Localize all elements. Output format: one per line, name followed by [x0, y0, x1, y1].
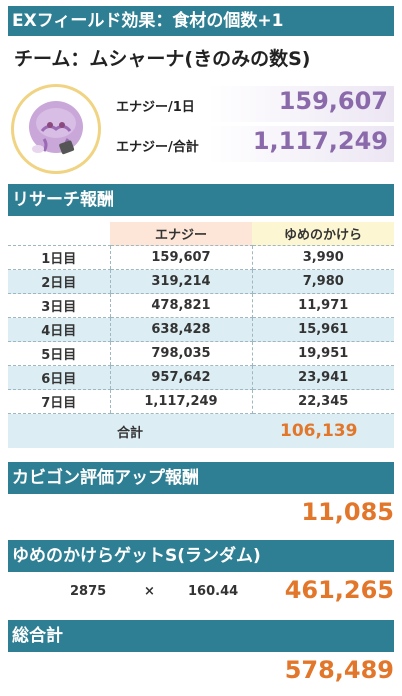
table-total-label: 合計 — [8, 413, 252, 448]
table-row: 7日目 1,117,249 22,345 — [8, 389, 394, 414]
row-dream-shards: 11,971 — [252, 293, 394, 318]
multiply-operator: × — [144, 584, 155, 599]
snorlax-reward-title: カビゴン評価アップ報酬 — [12, 468, 199, 488]
row-energy: 638,428 — [109, 317, 253, 342]
dream-get-count: 2875 — [70, 584, 107, 599]
field-effect-title: EXフィールド効果：食材の個数+1 — [12, 11, 284, 31]
energy-total-row: エナジー/合計 1,117,249 — [108, 126, 394, 162]
row-day: 2日目 — [8, 269, 110, 294]
table-row: 2日目 319,214 7,980 — [8, 269, 394, 294]
table-row: 5日目 798,035 19,951 — [8, 341, 394, 366]
energy-total-value: 1,117,249 — [252, 127, 388, 155]
energy-per-day-row: エナジー/1日 159,607 — [108, 86, 394, 122]
snorlax-reward-header: カビゴン評価アップ報酬 — [8, 462, 394, 494]
research-reward-table: エナジー ゆめのかけら 1日目 159,607 3,990 2日目 319,21… — [8, 222, 394, 448]
row-dream-shards: 15,961 — [252, 317, 394, 342]
dream-get-title: ゆめのかけらゲットS(ランダム) — [12, 546, 261, 566]
row-dream-shards: 23,941 — [252, 365, 394, 390]
research-reward-title: リサーチ報酬 — [12, 190, 114, 210]
avatar — [11, 84, 101, 174]
table-row: 1日目 159,607 3,990 — [8, 245, 394, 270]
row-energy: 159,607 — [109, 245, 253, 270]
field-effect-header: EXフィールド効果：食材の個数+1 — [8, 6, 394, 36]
dream-get-header: ゆめのかけらゲットS(ランダム) — [8, 540, 394, 572]
row-dream-shards: 19,951 — [252, 341, 394, 366]
table-row: 4日目 638,428 15,961 — [8, 317, 394, 342]
row-dream-shards: 7,980 — [252, 269, 394, 294]
table-row: 6日目 957,642 23,941 — [8, 365, 394, 390]
row-energy: 319,214 — [109, 269, 253, 294]
row-dream-shards: 22,345 — [252, 389, 394, 414]
row-day: 4日目 — [8, 317, 110, 342]
dream-get-multiplier: 160.44 — [188, 584, 239, 599]
team-title: チーム：ムシャーナ(きのみの数S) — [14, 48, 311, 70]
grand-total-header: 総合計 — [8, 620, 394, 652]
research-reward-header: リサーチ報酬 — [8, 184, 394, 216]
row-energy: 1,117,249 — [109, 389, 253, 414]
row-dream-shards: 3,990 — [252, 245, 394, 270]
musharna-icon — [29, 101, 83, 155]
table-header-day — [8, 222, 110, 246]
snorlax-reward-value: 11,085 — [301, 498, 394, 526]
row-energy: 798,035 — [109, 341, 253, 366]
row-energy: 478,821 — [109, 293, 253, 318]
grand-total-value: 578,489 — [284, 656, 394, 684]
row-day: 1日目 — [8, 245, 110, 270]
dream-get-value: 461,265 — [284, 576, 394, 604]
table-header-row: エナジー ゆめのかけら — [8, 222, 394, 246]
table-total-row: 合計 106,139 — [8, 413, 394, 448]
table-header-energy: エナジー — [110, 222, 252, 246]
row-day: 7日目 — [8, 389, 110, 414]
table-header-dream-shards: ゆめのかけら — [252, 222, 394, 246]
row-energy: 957,642 — [109, 365, 253, 390]
energy-per-day-value: 159,607 — [278, 87, 388, 115]
row-day: 3日目 — [8, 293, 110, 318]
grand-total-title: 総合計 — [12, 626, 63, 646]
table-total-value: 106,139 — [252, 413, 394, 448]
energy-total-label: エナジー/合計 — [116, 140, 199, 155]
row-day: 6日目 — [8, 365, 110, 390]
energy-per-day-label: エナジー/1日 — [116, 100, 195, 115]
table-row: 3日目 478,821 11,971 — [8, 293, 394, 318]
row-day: 5日目 — [8, 341, 110, 366]
